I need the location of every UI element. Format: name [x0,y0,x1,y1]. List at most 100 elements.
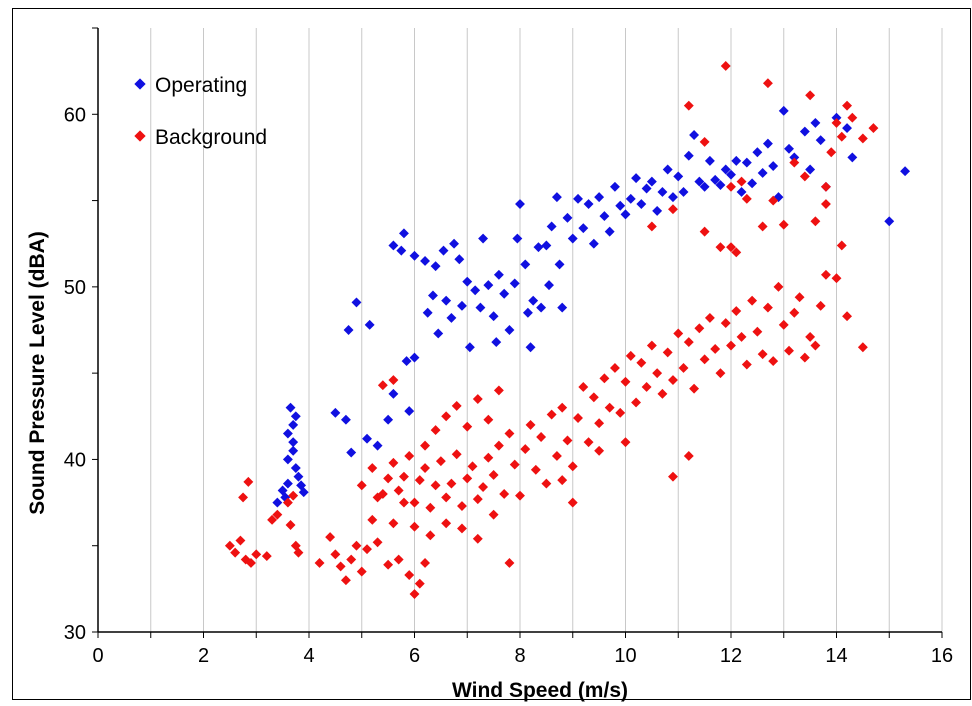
data-point [673,328,684,339]
data-point [409,521,420,532]
series-background [224,61,879,599]
data-point [525,342,536,353]
data-point [409,352,420,363]
data-point [594,445,605,456]
data-point [583,199,594,209]
data-point [399,497,409,508]
data-point [704,155,715,166]
data-point [799,126,810,137]
data-point [340,575,351,586]
data-point [741,359,752,370]
data-point [794,292,805,303]
data-point [567,233,578,244]
data-point [404,570,415,581]
data-point [433,328,444,339]
data-point [715,180,726,190]
data-point [454,254,465,265]
data-point [836,240,847,251]
data-point [472,394,483,404]
data-point [747,295,758,306]
data-point [821,181,831,192]
data-point [488,470,499,480]
data-point [399,471,409,482]
data-point [847,152,858,163]
data-point [438,245,449,256]
data-point [821,199,831,209]
data-point [799,352,810,363]
data-point [399,228,409,239]
data-point [425,502,436,513]
data-point [288,419,299,430]
data-point [620,209,631,220]
legend-item-background: Background [134,126,267,149]
data-point [451,449,462,460]
data-point [430,480,441,491]
data-point [541,478,552,489]
data-point [330,549,341,560]
data-point [367,463,378,474]
data-point [472,494,483,505]
data-point [578,381,589,392]
data-point [462,421,473,432]
data-point [768,161,779,172]
data-point [285,520,296,530]
data-point [857,342,868,353]
data-point [430,425,441,436]
data-point [810,216,821,227]
data-point [288,437,299,448]
legend-marker-background [134,130,146,142]
data-point [652,368,663,379]
data-point [425,530,436,541]
data-point [683,100,694,111]
data-point [536,302,547,313]
x-tick-label: 0 [92,645,103,667]
data-point [293,547,304,558]
data-point [720,164,731,175]
data-point [388,457,399,468]
data-point [594,192,605,203]
data-point [562,435,573,446]
data-points [224,61,911,599]
data-point [789,152,800,163]
data-point [430,261,441,272]
data-point [646,221,657,232]
data-point [720,318,731,329]
data-point [464,342,475,353]
x-tick-label: 2 [198,645,209,667]
data-point [736,186,747,197]
data-point [238,492,249,503]
data-point [441,492,452,503]
data-point [620,437,631,448]
data-point [235,535,246,546]
data-point [683,337,694,348]
data-point [826,147,837,158]
data-point [261,551,272,562]
data-point [657,186,668,197]
data-point [778,319,789,330]
data-point [699,136,710,147]
data-point [362,544,372,555]
data-point [515,199,525,209]
data-point [821,269,831,280]
data-point [409,250,420,261]
data-point [625,350,636,361]
data-point [768,356,779,367]
data-point [694,176,705,187]
data-point [757,221,768,232]
data-point [726,242,736,253]
data-point [631,397,641,408]
data-point [457,501,467,511]
data-point [491,337,502,348]
data-point [393,485,404,496]
x-tick-label: 12 [720,645,742,667]
data-point [470,285,481,296]
data-point [720,61,731,71]
data-point [747,178,758,189]
data-point [757,168,768,178]
data-point [857,133,868,144]
x-tick-label: 14 [825,645,847,667]
data-point [768,195,779,206]
data-point [641,381,652,392]
data-point [428,290,438,301]
data-point [435,456,446,467]
